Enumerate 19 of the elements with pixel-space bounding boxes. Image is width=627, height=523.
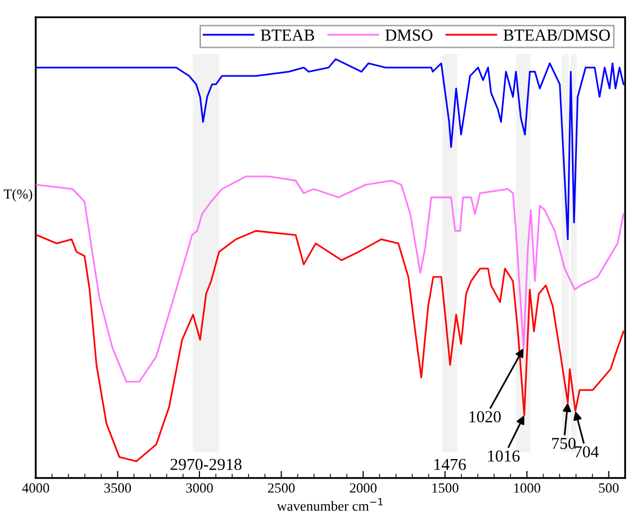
legend-label: DMSO (385, 30, 432, 41)
x-tick-label: 4000 (22, 483, 50, 493)
annotation: 1020 (470, 411, 501, 422)
x-tick-label: 500 (599, 483, 619, 493)
x-tick-label: 2000 (350, 483, 377, 493)
x-tick-label: 2500 (268, 483, 295, 493)
annotation: 704 (575, 446, 599, 458)
annotation: 1016 (488, 450, 520, 462)
y-axis-title: T(%) (4, 188, 32, 202)
annotation: 750 (552, 438, 576, 450)
x-tick-label: 1000 (514, 483, 540, 493)
legend-label: BTEAB (260, 30, 314, 41)
band-label: 1476 (434, 458, 466, 470)
band-label: 2970-2918 (170, 458, 242, 470)
x-axis-title: wavenumber cm$^{−1}$ (276, 498, 383, 511)
legend-label: BTEAB/DMSO (504, 30, 610, 41)
x-tick-label: 1500 (432, 483, 458, 493)
x-tick-label: 3500 (104, 483, 131, 493)
x-tick-label: 3000 (186, 483, 213, 493)
